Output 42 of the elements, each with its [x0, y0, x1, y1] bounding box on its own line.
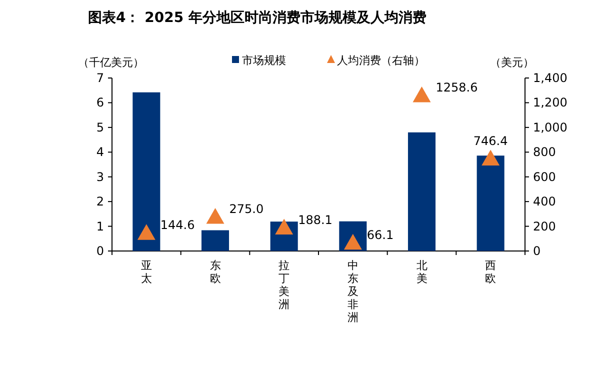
point — [275, 218, 294, 235]
y-tick-label: 1 — [96, 219, 104, 234]
bar — [476, 156, 504, 251]
data-label: 188.1 — [298, 212, 332, 227]
point — [137, 224, 156, 240]
x-tick-label: 东欧 — [210, 259, 221, 285]
bar — [201, 230, 230, 251]
x-tick-label: 北美 — [416, 259, 428, 285]
data-label: 144.6 — [160, 218, 195, 232]
data-label: 1258.6 — [436, 80, 478, 94]
y-tick-label: 3 — [96, 170, 104, 184]
y-tick-label: 5 — [96, 120, 104, 134]
point — [412, 86, 431, 102]
y-tick-label: 0 — [96, 244, 104, 258]
y-tick-label: 6 — [96, 96, 104, 110]
x-tick-label: 中东及非洲 — [347, 259, 358, 324]
y-tick-label: 4 — [96, 145, 104, 160]
data-label: 66.1 — [366, 228, 394, 242]
y2-tick-label: 1,400 — [533, 71, 568, 85]
bar — [132, 92, 160, 251]
y2-tick-label: 1,200 — [533, 96, 568, 110]
y2-tick-label: 800 — [533, 145, 556, 160]
y-axis-title: （千亿美元） — [78, 56, 144, 69]
y2-tick-label: 600 — [533, 170, 556, 184]
data-label: 275.0 — [229, 202, 264, 216]
x-tick-label: 亚太 — [140, 259, 152, 285]
y2-tick-label: 0 — [533, 244, 541, 258]
point — [482, 150, 500, 166]
data-label: 746.4 — [473, 134, 508, 148]
legend-label: 市场规模 — [242, 54, 286, 67]
y2-tick-label: 200 — [533, 219, 556, 234]
y2-tick-label: 400 — [533, 194, 556, 209]
x-tick-label: 西欧 — [485, 259, 496, 285]
point — [206, 208, 224, 224]
chart-title: 图表4： 2025 年分地区时尚消费市场规模及人均消费 — [88, 9, 426, 26]
y-tick-label: 2 — [96, 194, 104, 209]
y2-axis-title: （美元） — [490, 56, 534, 69]
bar — [408, 132, 436, 251]
y-tick-label: 7 — [96, 71, 104, 85]
legend-label: 人均消费（右轴） — [337, 54, 425, 67]
y2-tick-label: 1,000 — [533, 120, 568, 134]
x-tick-label: 拉丁美洲 — [278, 259, 290, 311]
